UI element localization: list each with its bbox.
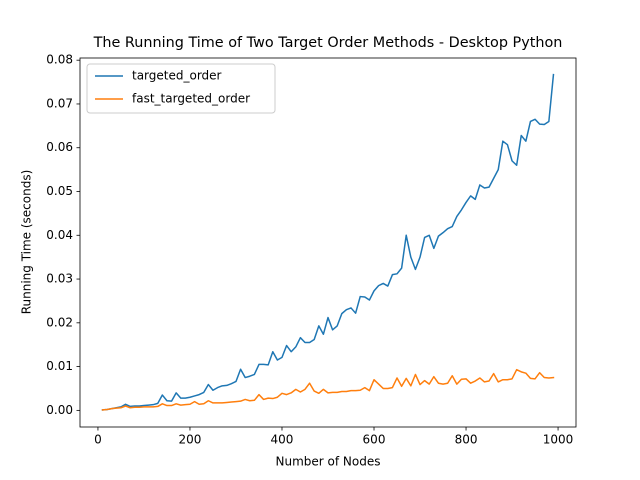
x-axis-label: Number of Nodes [276, 455, 381, 469]
x-tick-label: 0 [94, 433, 102, 447]
x-tick-label: 600 [363, 433, 386, 447]
x-tick-label: 400 [271, 433, 294, 447]
x-tick-label: 200 [179, 433, 202, 447]
legend-label: fast_targeted_order [132, 92, 250, 106]
y-tick-label: 0.01 [46, 359, 73, 373]
y-tick-label: 0.02 [46, 315, 73, 329]
axes-frame [79, 57, 577, 428]
plot-area [101, 73, 555, 411]
y-tick-label: 0.00 [46, 403, 73, 417]
y-axis-label: Running Time (seconds) [20, 170, 34, 315]
y-tick-label: 0.04 [46, 228, 73, 242]
legend-box [86, 63, 276, 114]
y-tick-label: 0.07 [46, 96, 73, 110]
series-line [101, 368, 555, 411]
y-tick-label: 0.06 [46, 140, 73, 154]
x-tick-label: 800 [455, 433, 478, 447]
chart-title: The Running Time of Two Target Order Met… [93, 35, 563, 51]
y-tick-label: 0.08 [46, 53, 73, 67]
y-tick-label: 0.05 [46, 184, 73, 198]
legend: targeted_order fast_targeted_order [86, 63, 276, 114]
legend-label: targeted_order [132, 69, 222, 83]
series-line [101, 73, 555, 411]
y-tick-label: 0.03 [46, 272, 73, 286]
x-tick-label: 1000 [543, 433, 574, 447]
